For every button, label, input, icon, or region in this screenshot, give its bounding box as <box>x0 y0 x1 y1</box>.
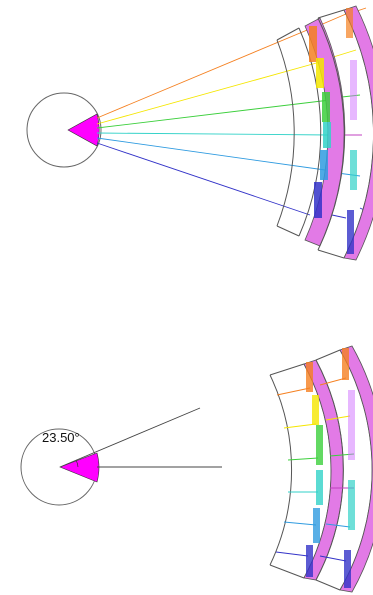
bottom-wedge <box>59 452 100 483</box>
top-spectrum-band-1 <box>304 17 346 247</box>
top-source-circle <box>26 92 102 168</box>
band-1-outer <box>298 27 322 237</box>
ray-indigo <box>96 142 311 216</box>
ray-cyan <box>96 132 331 136</box>
band-1 <box>276 39 295 227</box>
reference-line-upper <box>59 407 201 468</box>
top-lens-bands <box>276 27 322 237</box>
ray-orange <box>96 27 313 119</box>
ray-green <box>96 99 331 129</box>
top-figure <box>26 5 373 261</box>
ray-yellow <box>96 61 321 125</box>
bottom-spectrum-band-2 <box>339 345 373 593</box>
ray-blue <box>96 137 326 171</box>
bottom-spectrum-band-1 <box>303 359 344 581</box>
bottom-figure <box>20 345 373 593</box>
angle-label: 23.50° <box>42 430 80 445</box>
top-wedge <box>67 113 100 147</box>
top-spectrum-band-2 <box>343 5 373 261</box>
